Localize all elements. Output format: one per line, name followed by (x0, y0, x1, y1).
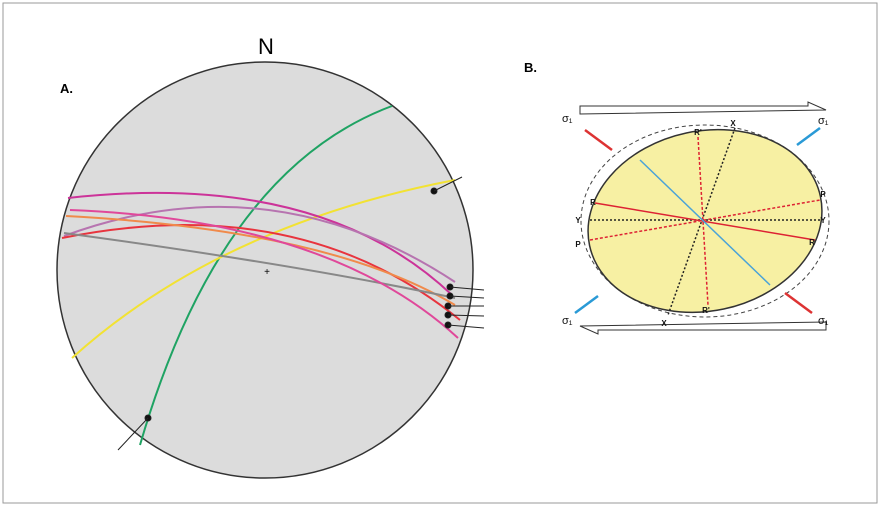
sigma-label: σ₁ (562, 113, 573, 125)
sigma-label: σ₁ (818, 315, 829, 327)
axis-label: P (575, 240, 581, 249)
axis-label: X (661, 319, 667, 328)
figure: A. N + B. (0, 0, 880, 506)
panel-label: B. (524, 60, 537, 75)
axis-label: R (590, 198, 596, 207)
sigma-label: σ₁ (818, 115, 829, 127)
panel-label: A. (60, 81, 73, 96)
north-label: N (258, 34, 274, 59)
axis-label: R' (702, 306, 710, 315)
axis-label: P (820, 190, 826, 199)
axis-label: R (809, 238, 815, 247)
center-mark: + (264, 267, 270, 278)
axis-label: Y (820, 216, 826, 225)
figure-canvas: A. N + B. (0, 0, 880, 506)
axis-label: X (730, 119, 736, 128)
axis-label: R' (694, 128, 702, 137)
axis-label: Y (575, 216, 581, 225)
sigma-label: σ₁ (562, 315, 573, 327)
